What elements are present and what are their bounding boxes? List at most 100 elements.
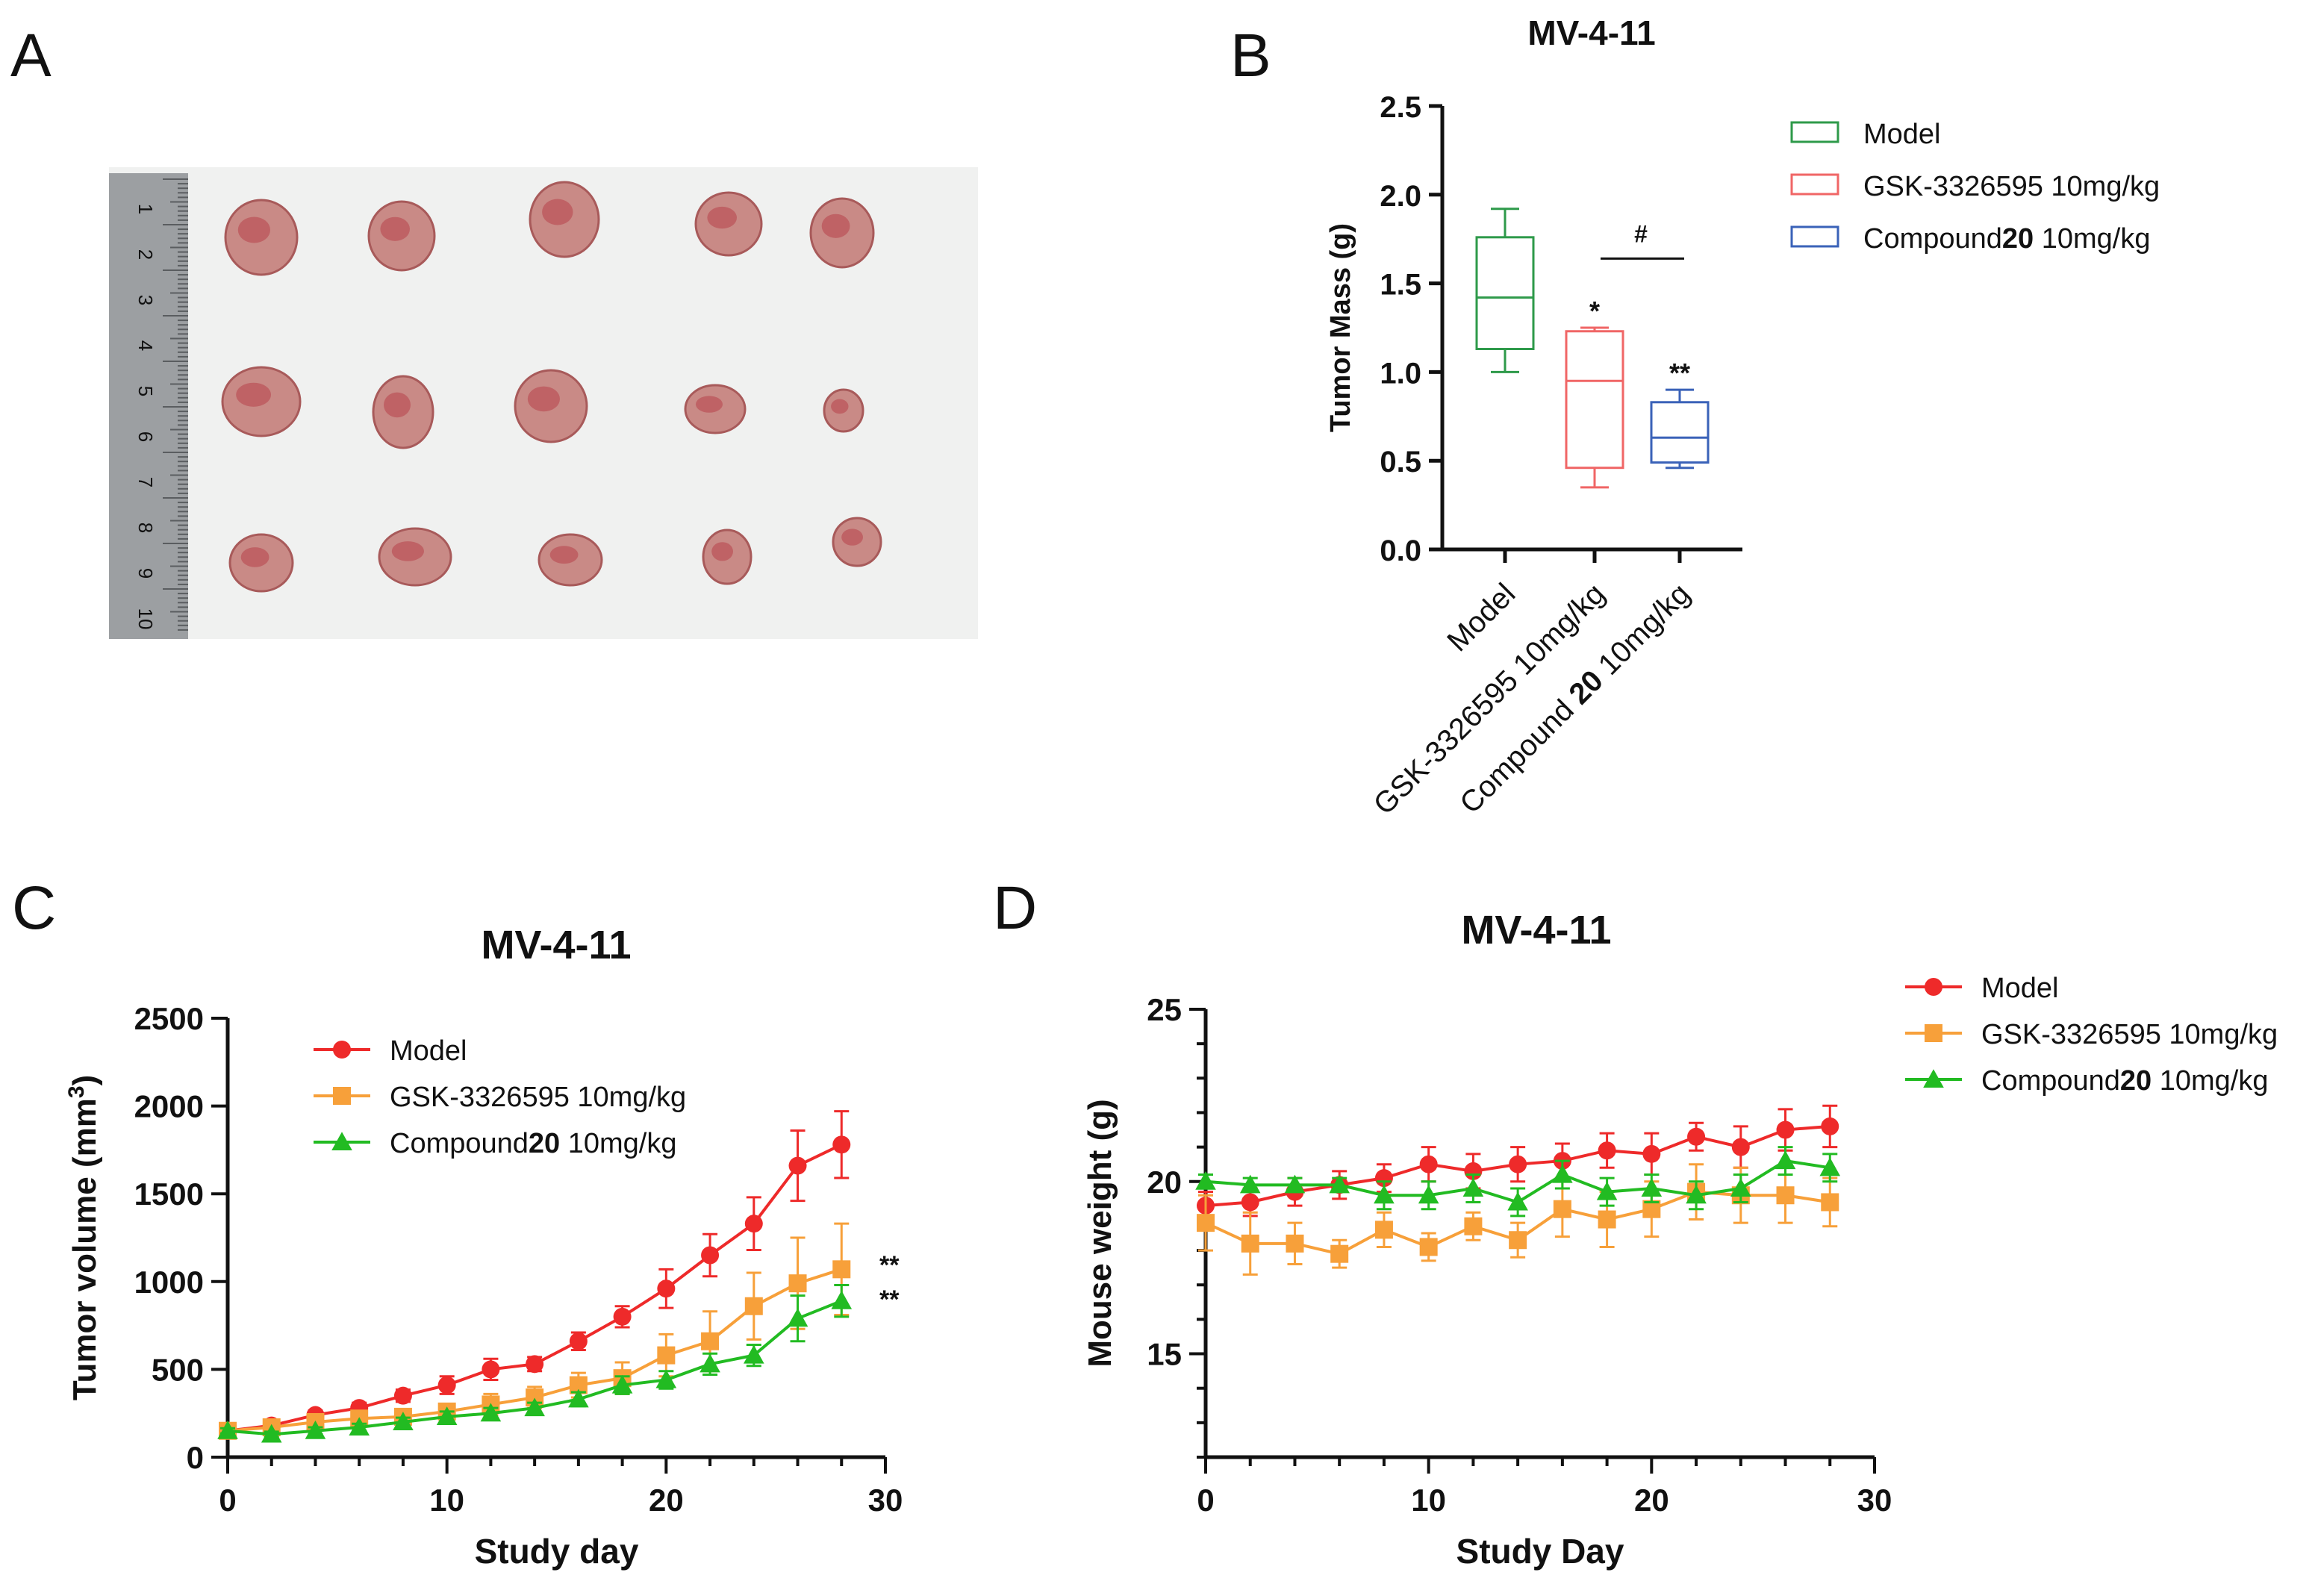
data-point [437, 1376, 456, 1394]
data-point [1686, 1185, 1707, 1204]
chart-d-legend: Model GSK-3326595 10mg/kg Compound20 10mg/… [1905, 973, 2278, 1097]
data-point [611, 1374, 633, 1394]
data-point [701, 1246, 720, 1265]
tumor-highlight [707, 206, 737, 229]
chart-c-legend-label: GSK-3326595 10mg/kg [390, 1082, 686, 1113]
data-point [655, 1369, 677, 1388]
data-point [613, 1307, 632, 1326]
data-point [569, 1332, 588, 1350]
chart-c-legend-label: Compound20 10mg/kg [390, 1128, 677, 1159]
tumor-highlight [841, 529, 863, 546]
data-point [480, 1403, 502, 1422]
data-point [1598, 1141, 1616, 1160]
chart-d-legend-label: GSK-3326595 10mg/kg [1981, 1019, 2278, 1050]
data-point [393, 1386, 412, 1405]
chart-c-y-tick-label: 2000 [134, 1089, 204, 1124]
chart-b-legend-label-text: GSK-3326595 10mg/kg [1863, 171, 2160, 202]
chart-b-box [1565, 330, 1624, 470]
chart-d-series [1197, 1163, 1839, 1276]
chart-d-legend-label-text: Model [1981, 973, 2059, 1004]
chart-b-legend-swatch [1790, 173, 1839, 196]
ruler-ticks [163, 178, 188, 631]
tumor-highlight [527, 386, 561, 412]
chart-c-x-tick-label: 0 [219, 1483, 236, 1518]
chart-b-x-tick-label-text: Model [1441, 577, 1521, 658]
ruler-number: 4 [134, 340, 157, 351]
chart-c-significance: ** [879, 1251, 900, 1279]
chart-b-legend-label: Model [1863, 119, 1941, 150]
chart-c-legend-label-text: GSK-3326595 10mg/kg [390, 1082, 686, 1113]
data-point [744, 1297, 763, 1315]
data-point [1241, 1193, 1259, 1212]
chart-b-legend-label-text: Compound [1863, 223, 2002, 255]
chart-b-legend: Model GSK-3326595 10mg/kg Compound20 10mg/… [1790, 119, 2160, 255]
data-point [1241, 1234, 1259, 1253]
chart-c-title: MV-4-11 [481, 923, 631, 967]
chart-c-y-tick-label: 1500 [134, 1176, 204, 1212]
data-point [349, 1417, 370, 1436]
chart-c-legend-marker [331, 1132, 352, 1151]
data-point [1642, 1144, 1661, 1163]
chart-b-y-tick-label: 0.5 [1380, 446, 1421, 479]
chart-d-x-tick-label: 20 [1634, 1483, 1669, 1518]
data-point [1687, 1127, 1706, 1146]
chart-d-y-label-text: Mouse weight (g) [1082, 1099, 1118, 1367]
tumor-highlight [380, 216, 410, 241]
data-point [1197, 1214, 1215, 1232]
data-point [831, 1290, 853, 1309]
tumor-highlight [821, 213, 850, 238]
chart-b-significance: ** [1669, 358, 1690, 388]
data-point [436, 1406, 458, 1425]
tumor-highlight [542, 199, 573, 225]
chart-c-y-tick-label: 1000 [134, 1265, 204, 1300]
chart-d-y-tick-label: 20 [1147, 1165, 1182, 1200]
data-point [1284, 1174, 1306, 1194]
tumor-highlight [384, 392, 411, 418]
chart-c-legend-marker [333, 1087, 351, 1105]
chart-c-y-label-text: Tumor volume (mm [66, 1098, 103, 1400]
data-point [1195, 1170, 1216, 1190]
data-point [657, 1279, 676, 1298]
chart-d-legend-marker [1923, 1069, 1944, 1088]
data-point [1374, 1221, 1393, 1239]
data-point [1731, 1138, 1750, 1156]
data-point [832, 1135, 851, 1154]
chart-c-x-label: Study day [475, 1532, 639, 1571]
chart-d-legend-label-text: Compound [1981, 1065, 2120, 1097]
data-point [1419, 1238, 1438, 1256]
data-point [1775, 1150, 1796, 1170]
chart-b-box [1650, 401, 1710, 464]
chart-c-y-label: Tumor volume (mm3) [64, 1075, 103, 1400]
ruler-number: 6 [134, 431, 157, 442]
chart-d-x-tick-label: 30 [1857, 1483, 1892, 1518]
chart-c-y-tick-label: 0 [187, 1440, 204, 1475]
chart-b-title: MV-4-11 [1527, 13, 1655, 52]
tumor-highlight [391, 541, 425, 561]
chart-d-legend-label: Compound20 10mg/kg [1981, 1065, 2269, 1097]
chart-d-legend-label: Model [1981, 973, 2059, 1004]
tumor-highlight [237, 216, 270, 243]
chart-c-legend-label-suffix: 10mg/kg [560, 1128, 676, 1159]
chart-d-y-label: Mouse weight (g) [1082, 1099, 1118, 1367]
tumor-highlight [240, 547, 269, 567]
chart-d-x-label: Study Day [1456, 1532, 1624, 1571]
chart-b-x-tick-label: Model [1441, 577, 1521, 658]
data-point [1509, 1155, 1527, 1173]
data-point [568, 1388, 589, 1408]
data-point [526, 1355, 544, 1374]
chart-d-x-tick-label: 10 [1411, 1483, 1446, 1518]
chart-d-x-tick-label: 0 [1197, 1483, 1214, 1518]
chart-b-y-tick-label: 0.0 [1380, 534, 1421, 567]
data-point [1239, 1174, 1261, 1194]
data-point [787, 1308, 808, 1327]
data-point [1776, 1186, 1795, 1205]
data-point [217, 1420, 238, 1439]
chart-b-bracket-label: # [1634, 220, 1648, 247]
data-point [1464, 1217, 1483, 1235]
chart-c-y-label-end: ) [66, 1075, 103, 1086]
chart-d-legend-marker [1925, 978, 1942, 996]
data-point [744, 1344, 764, 1364]
data-point [701, 1332, 720, 1350]
chart-b-legend-label-text: Model [1863, 119, 1941, 150]
